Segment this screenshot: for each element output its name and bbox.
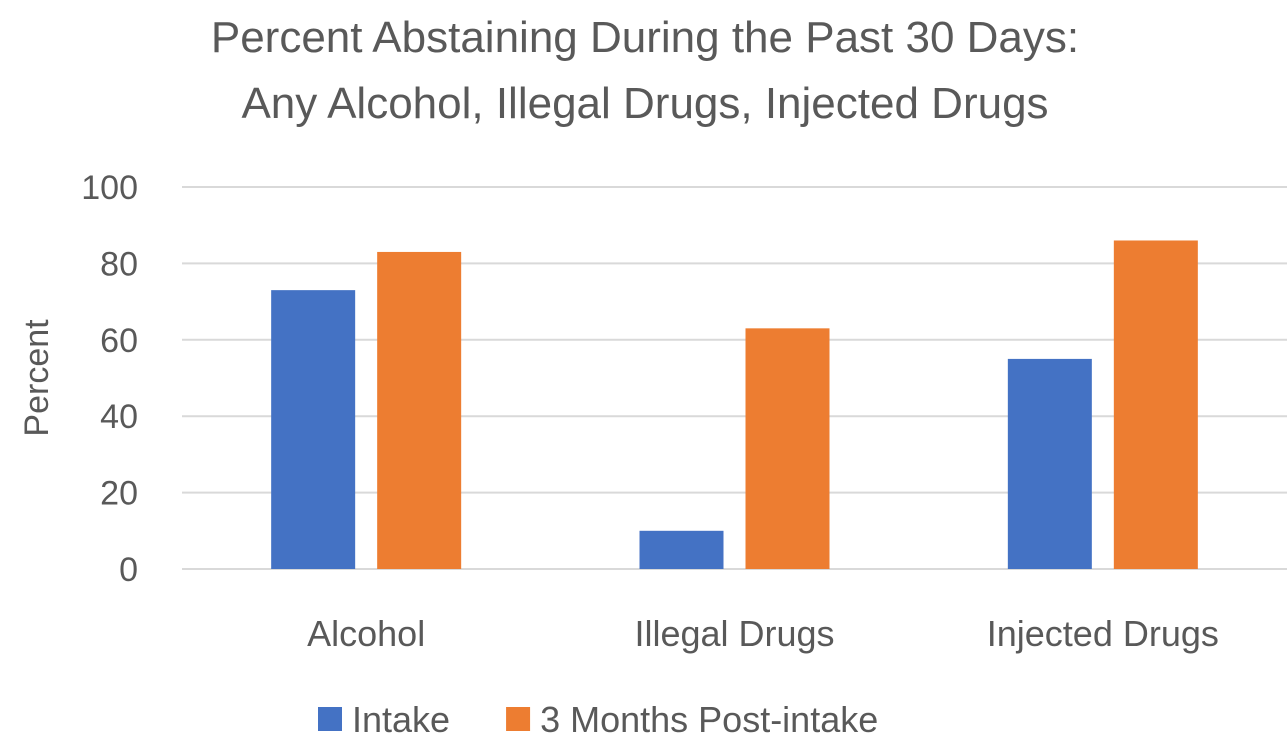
legend-swatch-0: [318, 707, 342, 731]
legend: Intake 3 Months Post-intake: [318, 699, 878, 740]
gridlines: [182, 186, 1287, 570]
y-tick-label: 0: [119, 551, 138, 589]
legend-label-1: 3 Months Post-intake: [540, 699, 878, 740]
chart-subtitle: Any Alcohol, Illegal Drugs, Injected Dru…: [241, 79, 1048, 128]
legend-swatch-1: [506, 707, 531, 731]
x-axis-categories: Alcohol Illegal Drugs Injected Drugs: [307, 613, 1219, 654]
bar-illegal-drugs-3-months-post-intake: [745, 328, 830, 569]
bar-injected-drugs-intake: [1007, 358, 1092, 569]
y-axis-ticks: 0 20 40 60 80 100: [81, 169, 138, 589]
bar-illegal-drugs-intake: [639, 530, 724, 569]
bar-alcohol-3-months-post-intake: [377, 251, 462, 569]
y-tick-label: 100: [81, 169, 138, 207]
y-axis-label: Percent: [18, 319, 56, 437]
x-category-label: Injected Drugs: [987, 613, 1219, 654]
x-category-label: Alcohol: [307, 613, 425, 654]
bar-injected-drugs-3-months-post-intake: [1113, 240, 1198, 570]
y-tick-label: 20: [100, 475, 138, 513]
chart-title: Percent Abstaining During the Past 30 Da…: [211, 13, 1079, 62]
bar-alcohol-intake: [271, 290, 356, 569]
legend-label-0: Intake: [352, 699, 450, 740]
bars: [271, 240, 1198, 570]
y-tick-label: 80: [100, 245, 138, 283]
y-tick-label: 40: [100, 398, 138, 436]
y-tick-label: 60: [100, 322, 138, 360]
x-category-label: Illegal Drugs: [634, 613, 834, 654]
